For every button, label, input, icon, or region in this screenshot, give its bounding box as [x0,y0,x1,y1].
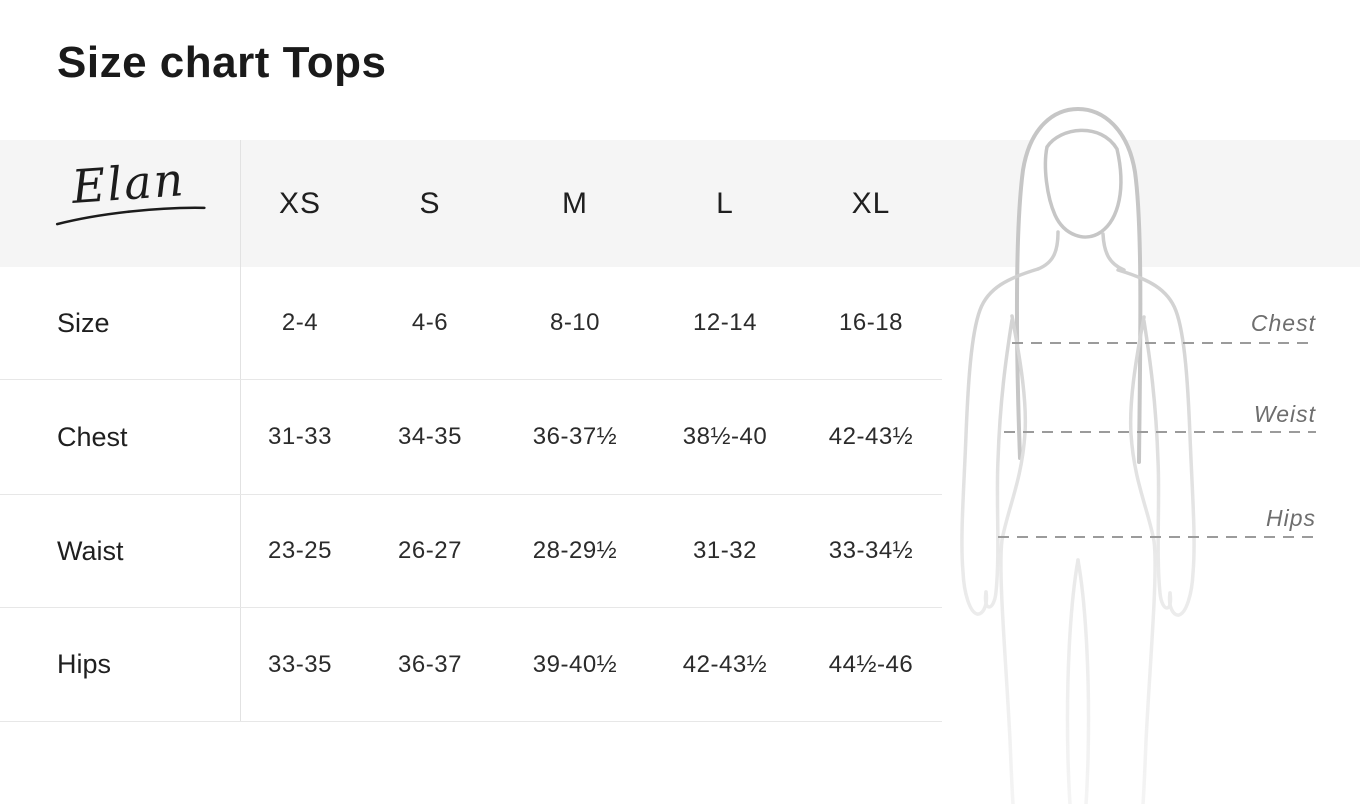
row-label-hips: Hips [57,649,112,679]
hips-value-xl: 44½-46 [828,650,914,678]
chest-value-l: 38½-40 [682,423,768,450]
size-header-xl: XL [851,186,891,220]
waist-measure-line [1004,431,1316,433]
hips-value-s: 36-37 [398,650,462,678]
size-header-m: M [562,186,588,220]
brand-logo: Elan [47,152,213,256]
size-header-s: S [419,186,441,220]
table-row-hips: Hips 33-35 36-37 39-40½ 42-43½ 44½-46 [0,608,942,722]
size-header-row: XS S M L XL [240,140,942,267]
size-value-l: 12-14 [693,309,757,336]
table-vertical-divider [240,140,241,722]
size-value-s: 4-6 [411,309,449,336]
waist-value-m: 28-29½ [532,537,618,564]
row-label-size: Size [57,307,110,338]
hips-value-m: 39-40½ [532,650,618,678]
row-label-waist: Waist [57,535,124,566]
brand-logo-text: Elan [70,152,187,214]
chest-value-s: 34-35 [398,423,462,450]
size-value-m: 8-10 [549,309,601,336]
waist-value-xs: 23-25 [268,537,332,564]
chest-value-xl: 42-43½ [828,423,914,450]
chest-value-xs: 31-33 [268,423,332,450]
waist-value-l: 31-32 [693,537,757,564]
chest-measure-label: Chest [1250,310,1316,336]
hips-measure-label: Hips [1265,505,1316,531]
table-row-waist: Waist 23-25 26-27 28-29½ 31-32 33-34½ [0,495,942,608]
table-row-size: Size 2-4 4-6 8-10 12-14 16-18 [0,267,942,380]
size-header-xs: XS [278,186,322,220]
size-value-xs: 2-4 [281,309,319,336]
body-silhouette-figure [960,106,1196,804]
waist-measure-label: Weist [1253,401,1316,427]
hips-measure-line [998,536,1316,538]
hips-value-l: 42-43½ [682,650,768,678]
hips-value-xs: 33-35 [268,650,332,678]
size-value-xl: 16-18 [839,309,903,336]
waist-value-xl: 33-34½ [828,537,914,564]
chest-measure-line [1012,342,1316,344]
brand-logo-underline [55,206,206,226]
table-row-chest: Chest 31-33 34-35 36-37½ 38½-40 42-43½ [0,380,942,495]
size-header-l: L [716,186,734,220]
chest-value-m: 36-37½ [532,423,618,450]
waist-value-s: 26-27 [398,537,462,564]
row-label-chest: Chest [57,421,128,452]
page-title: Size chart Tops [57,38,387,87]
